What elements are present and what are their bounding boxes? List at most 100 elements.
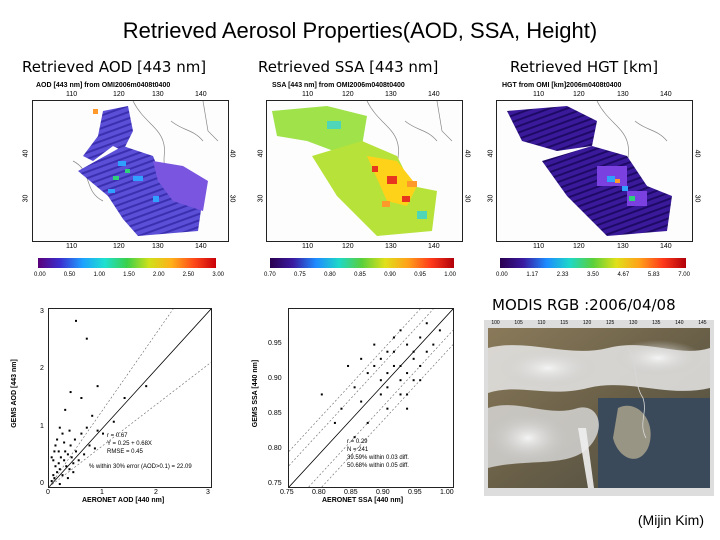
- scatter-point: [406, 372, 409, 375]
- map-hgt-lon-tick-bottom: 130: [617, 243, 629, 250]
- colorbar-tick: 2.33: [556, 272, 569, 278]
- colorbar-tick: 1.50: [123, 272, 135, 278]
- scatter-point: [353, 386, 356, 389]
- aod-colorbar-labels: 0.00 0.50 1.00 1.50 2.00 2.50 3.00: [34, 272, 224, 278]
- map-hgt-lat-tick: 40: [487, 149, 495, 158]
- scatter-point: [72, 471, 75, 474]
- scatter-point: [373, 343, 376, 346]
- ssa-map: [266, 100, 463, 242]
- slide-title: Retrieved Aerosol Properties(AOD, SSA, H…: [122, 18, 598, 43]
- scatter-point: [320, 393, 323, 396]
- scatter-point: [73, 438, 76, 441]
- colorbar-tick: 0.70: [264, 272, 276, 278]
- ssa-stat-r: r = 0.29: [347, 439, 368, 445]
- map-hgt-lon-tick-bottom: 140: [660, 243, 672, 250]
- modis-lon-tick: 100: [491, 320, 500, 326]
- scatter-point: [91, 414, 94, 417]
- aod-map: [32, 100, 229, 242]
- aod-y-tick: 1: [40, 423, 44, 430]
- scatter-point: [63, 459, 66, 462]
- map-ssa-lat-tick-right: 30: [463, 194, 471, 203]
- scatter-point: [399, 379, 402, 382]
- ssa-stat-n: N = 241: [347, 447, 369, 453]
- colorbar-tick: 1.00: [444, 272, 456, 278]
- modis-lon-tick: 120: [582, 320, 592, 326]
- scatter-point: [83, 453, 86, 456]
- map-caption-aod: AOD [443 nm] from OMI2006m0408t0400: [36, 82, 171, 89]
- aod-x-tick: 0: [46, 489, 50, 496]
- ssa-colorbar-labels: 0.70 0.75 0.80 0.85 0.90 0.95 1.00: [264, 272, 456, 278]
- ssa-x-tick: 0.75: [280, 489, 294, 496]
- scatter-point: [50, 480, 53, 483]
- map-aod-lon-tick-bottom: 140: [195, 243, 207, 250]
- scatter-point: [58, 483, 61, 486]
- map-ssa-lon-tick-bottom: 140: [428, 243, 440, 250]
- modis-lon-tick: 130: [629, 320, 638, 326]
- scatter-point: [406, 393, 409, 396]
- map-aod-lon-tick: 120: [113, 91, 125, 98]
- colorbar-tick: 0.80: [324, 272, 336, 278]
- scatter-point: [68, 468, 71, 471]
- scatter-point: [58, 426, 61, 429]
- scatter-point: [392, 350, 395, 353]
- ssa-scatter-plot: r = 0.29 N = 241 39.59% within 0.03 diff…: [288, 308, 454, 488]
- one-to-one-line: [288, 308, 454, 488]
- scatter-point: [88, 444, 91, 447]
- error-envelope-line: [321, 344, 454, 488]
- aod-y-tick: 3: [40, 308, 44, 315]
- scatter-point: [75, 319, 77, 322]
- map-aod-lat-tick: 40: [22, 149, 30, 158]
- scatter-point: [54, 444, 57, 447]
- error-envelope-line: [48, 308, 174, 488]
- colorbar-tick: 4.67: [617, 272, 630, 278]
- colorbar-tick: 2.50: [182, 272, 195, 278]
- error-envelope-line: [308, 330, 454, 488]
- scatter-point: [57, 450, 60, 453]
- colorbar-tick: 5.83: [647, 272, 660, 278]
- aod-scatter-plot: r = 0.67 Y = 0.25 + 0.68X RMSE = 0.45 % …: [48, 308, 212, 488]
- hgt-colorbar-labels: 0.00 1.17 2.33 3.50 4.67 5.83 7.00: [496, 272, 690, 278]
- scatter-point: [75, 450, 77, 453]
- map-hgt-lon-tick: 130: [617, 91, 629, 98]
- map-aod-lat-tick: 30: [22, 194, 30, 203]
- colorbar-tick: 3.50: [587, 272, 599, 278]
- scatter-point: [54, 465, 57, 468]
- scatter-point: [392, 364, 395, 367]
- aod-x-tick: 2: [154, 489, 158, 496]
- scatter-point: [419, 379, 422, 382]
- scatter-point: [386, 372, 389, 375]
- map-hgt-lon-tick: 140: [660, 91, 672, 98]
- map-aod-lon-tick: 110: [66, 91, 78, 98]
- colorbar-tick: 0.75: [294, 272, 306, 278]
- map-caption-ssa: SSA [443 nm] from OMI2006m0408t0400: [272, 82, 405, 89]
- aod-stat-fit: Y = 0.25 + 0.68X: [107, 441, 152, 447]
- map-ssa-lon-tick: 110: [302, 91, 314, 98]
- map-aod-lon-tick-bottom: 110: [66, 243, 78, 250]
- map-hgt-lon-tick-bottom: 120: [573, 243, 585, 250]
- scatter-point: [412, 350, 415, 353]
- scatter-point: [93, 447, 96, 450]
- modis-lon-tick: 110: [537, 320, 546, 326]
- map-hgt-lon-tick: 120: [573, 91, 585, 98]
- scatter-point: [80, 397, 83, 399]
- map-ssa-lat-tick-right: 40: [463, 149, 471, 158]
- scatter-point: [412, 357, 415, 360]
- map-aod-lat-tick-right: 30: [228, 194, 236, 203]
- scatter-point: [406, 343, 409, 346]
- scatter-point: [399, 393, 402, 396]
- scatter-point: [96, 429, 99, 432]
- scatter-point: [340, 407, 343, 410]
- panel-header-ssa: Retrieved SSA [443 nm]: [258, 58, 439, 76]
- map-hgt-lat-tick-right: 40: [693, 149, 701, 158]
- scatter-point: [72, 462, 75, 465]
- map-aod-lat-tick-right: 40: [228, 149, 236, 158]
- scatter-point: [353, 436, 356, 439]
- aod-stat-r: r = 0.67: [107, 433, 128, 439]
- map-caption-hgt: HGT from OMI [km]2006m0408t0400: [502, 82, 622, 89]
- aod-x-tick: 3: [206, 489, 210, 496]
- error-envelope-line: [288, 308, 421, 452]
- map-ssa-lon-tick: 130: [385, 91, 397, 98]
- scatter-point: [145, 385, 148, 388]
- aod-x-tick: 1: [100, 489, 104, 496]
- ssa-y-tick: 0.80: [268, 445, 282, 452]
